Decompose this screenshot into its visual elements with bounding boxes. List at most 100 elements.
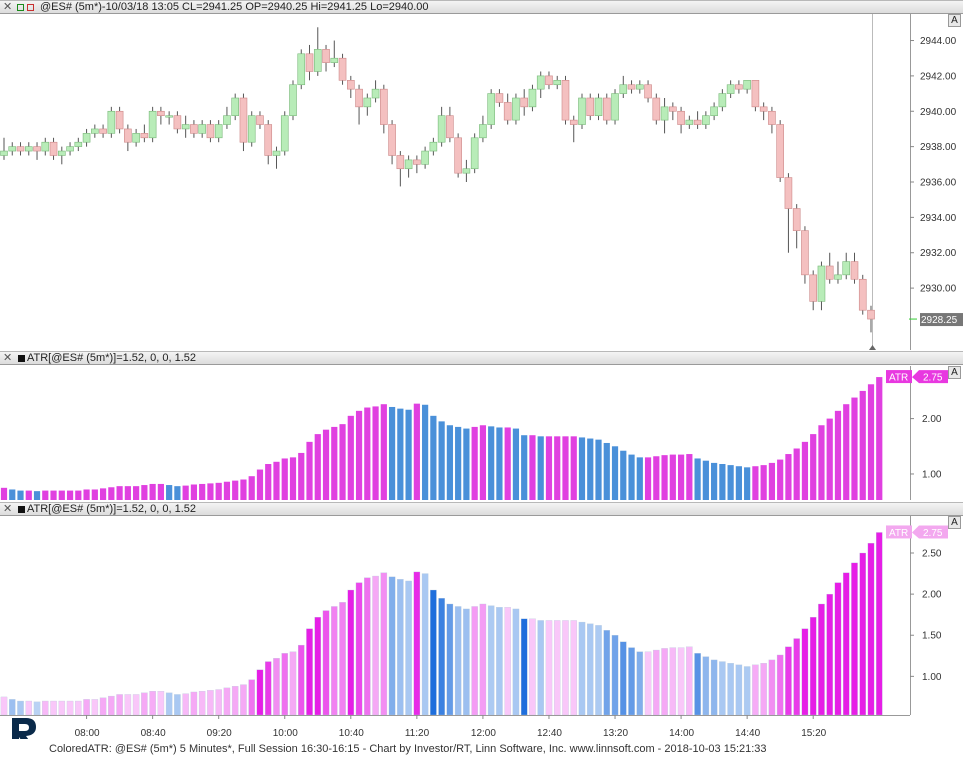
atr-bar xyxy=(355,410,363,500)
candle-body-up xyxy=(479,124,487,139)
candle xyxy=(363,93,372,116)
atr-bar xyxy=(727,465,734,500)
up-color-swatch-icon xyxy=(17,4,24,11)
atr-2-autoscale-button[interactable]: A xyxy=(948,516,961,529)
atr-bar xyxy=(331,426,338,500)
atr-bar xyxy=(33,491,41,500)
candle-body-up xyxy=(619,84,628,94)
candle-body-down xyxy=(669,106,677,112)
candle-body-up xyxy=(594,97,603,116)
atr-bar xyxy=(636,457,643,500)
atr-bar xyxy=(388,406,396,500)
atr-bar xyxy=(256,469,264,500)
candle xyxy=(214,120,223,143)
candle-body-up xyxy=(66,146,74,152)
candle xyxy=(867,305,875,333)
atr-bar xyxy=(331,606,338,716)
atr-bar xyxy=(223,481,231,500)
atr-bar xyxy=(611,446,619,500)
candle xyxy=(536,71,545,98)
atr-bar xyxy=(347,589,355,716)
atr-bar xyxy=(537,620,544,716)
atr-bar xyxy=(25,700,33,716)
atr-bar xyxy=(273,461,280,500)
candle-body-up xyxy=(470,137,479,170)
candle-body-down xyxy=(792,208,801,231)
atr-bar xyxy=(553,620,561,716)
atr-bar xyxy=(818,603,825,716)
atr-bar xyxy=(669,454,676,500)
atr-bar xyxy=(50,490,57,500)
candle xyxy=(644,80,652,103)
atr-bar xyxy=(496,427,503,500)
atr-bar xyxy=(108,487,115,500)
close-icon[interactable]: ✕ xyxy=(3,503,13,515)
candle-body-down xyxy=(338,57,347,81)
candle-body-down xyxy=(867,309,875,320)
atr-bar xyxy=(182,485,189,500)
candle-body-up xyxy=(611,93,619,121)
atr-bar xyxy=(859,390,866,500)
atr-bar xyxy=(174,694,181,716)
candle xyxy=(503,93,512,125)
candle xyxy=(57,146,66,165)
atr-bar xyxy=(380,404,387,500)
candle xyxy=(718,89,727,112)
atr-y-tick-label: 2.00 xyxy=(922,590,942,601)
candle-body-up xyxy=(842,261,851,276)
candle-body-up xyxy=(231,97,239,116)
candle-body-up xyxy=(487,93,495,125)
atr-bar xyxy=(42,700,49,716)
atr-bar xyxy=(859,552,866,716)
atr-bar xyxy=(834,410,842,500)
candle xyxy=(454,133,462,178)
atr-y-tick-label: 1.50 xyxy=(922,631,942,642)
candle xyxy=(677,106,685,134)
atr-bar xyxy=(719,464,726,500)
atr-bar xyxy=(388,576,396,716)
candle-body-down xyxy=(693,119,702,125)
atr-bar xyxy=(578,621,586,716)
atr-bar xyxy=(314,434,321,500)
atr-bar xyxy=(207,483,214,500)
candle-body-down xyxy=(33,146,41,152)
candle-body-down xyxy=(520,97,529,108)
atr-bar xyxy=(694,653,701,716)
atr-bar xyxy=(455,426,462,500)
atr-bar xyxy=(25,490,32,500)
atr-bar xyxy=(289,457,297,500)
candle xyxy=(239,93,248,152)
candle-body-down xyxy=(173,115,182,130)
candle-body-down xyxy=(784,177,793,209)
candle xyxy=(124,124,132,152)
price-autoscale-button[interactable]: A xyxy=(948,14,961,27)
atr-bar xyxy=(413,403,420,500)
atr-bar xyxy=(430,415,437,500)
candle-body-up xyxy=(313,49,322,72)
series-color-swatch-icon xyxy=(18,355,25,362)
candle xyxy=(330,40,339,68)
candle-body-down xyxy=(49,141,58,156)
candle-body-down xyxy=(495,93,504,103)
atr-bar xyxy=(727,663,734,716)
atr-1-marker-value: 2.75 xyxy=(923,373,943,384)
candle-body-up xyxy=(553,80,562,86)
candle xyxy=(553,75,562,90)
candle xyxy=(132,128,140,147)
atr-bar xyxy=(33,701,41,716)
atr-bar xyxy=(256,669,264,716)
candle xyxy=(520,89,529,116)
close-icon[interactable]: ✕ xyxy=(3,1,13,13)
candle xyxy=(669,102,677,121)
atr-bar xyxy=(314,616,322,716)
candle-body-down xyxy=(545,75,553,86)
candle xyxy=(91,124,99,138)
candle-body-up xyxy=(685,119,694,125)
candle xyxy=(825,252,834,284)
close-icon[interactable]: ✕ xyxy=(3,352,13,364)
atr-bar xyxy=(661,648,668,716)
candle xyxy=(479,115,487,143)
atr-1-autoscale-button[interactable]: A xyxy=(948,366,961,379)
candle xyxy=(82,128,91,147)
